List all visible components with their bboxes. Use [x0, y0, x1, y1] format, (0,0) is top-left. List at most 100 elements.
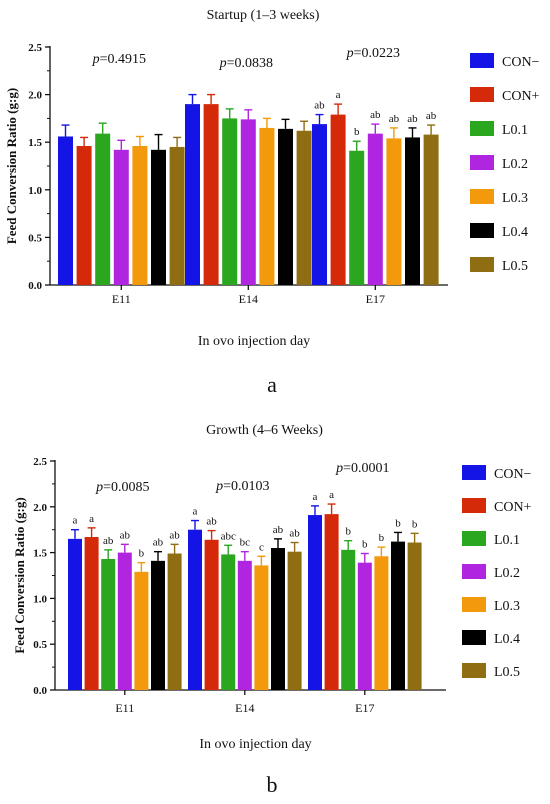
y-tick-label: 0.5: [28, 232, 42, 244]
legend-label: L0.2: [502, 157, 528, 172]
bar-CON+-E14: [204, 539, 219, 690]
bar-L0.1-E11: [95, 133, 111, 285]
significance-letter: ab: [314, 100, 325, 112]
p-value-number: =0.4915: [100, 52, 146, 67]
y-tick-label: 0.5: [33, 639, 47, 651]
significance-letter: b: [354, 126, 360, 138]
significance-letter: b: [379, 532, 385, 544]
y-tick-label: 0.0: [28, 280, 42, 292]
y-axis-label: Feed Conversion Ratio (g:g): [12, 497, 27, 653]
bar-CON−-E11: [68, 538, 82, 690]
legend-swatch-CON+: [470, 87, 494, 102]
legend-swatch-L0.1: [470, 121, 494, 136]
legend-label: L0.1: [494, 533, 520, 548]
bar-L0.4-E14: [271, 548, 285, 690]
legend-swatch-L0.5: [470, 257, 494, 272]
bar-L0.1-E11: [101, 559, 116, 690]
significance-letter: ab: [389, 113, 400, 125]
legend-swatch-CON−: [462, 465, 486, 480]
x-axis-label: In ovo injection day: [199, 737, 311, 752]
bar-L0.4-E14: [278, 128, 293, 285]
p-value-number: =0.0103: [223, 479, 269, 494]
x-tick-label: E11: [115, 701, 134, 715]
x-tick-label: E14: [239, 292, 258, 306]
significance-letter: a: [313, 491, 318, 503]
significance-letter: a: [336, 89, 341, 101]
legend-swatch-CON+: [462, 498, 486, 513]
significance-letter: ab: [206, 516, 217, 528]
x-axis-label: In ovo injection day: [198, 334, 310, 349]
x-tick-label: E11: [112, 292, 131, 306]
bar-L0.5-E11: [169, 146, 185, 285]
bar-CON+-E17: [330, 114, 346, 285]
bar-L0.2-E11: [113, 149, 129, 285]
bar-CON+-E11: [76, 146, 92, 285]
panel-label: b: [267, 772, 278, 797]
y-tick-label: 1.0: [28, 185, 42, 197]
y-tick-label: 1.5: [33, 548, 47, 560]
chart-panel-a: Startup (1–3 weeks) 0.0 0.5 1.0 1.5 2.0 2.5 Fee…: [4, 8, 540, 397]
bar-CON+-E14: [203, 104, 219, 286]
significance-letter: ab: [289, 528, 300, 540]
chart-title: Growth (4–6 Weeks): [206, 423, 323, 438]
bar-CON−-E14: [188, 529, 202, 690]
significance-letter: ab: [273, 524, 284, 536]
bar-L0.4-E17: [391, 541, 405, 690]
legend-swatch-L0.3: [470, 189, 494, 204]
p-value-label: p=0.4915: [92, 52, 146, 67]
legend-label: CON+: [494, 500, 532, 515]
bar-L0.3-E17: [374, 556, 389, 690]
chart-panel-b: Growth (4–6 Weeks) 0.0 0.5 1.0 1.5 2.0 2.5 Feed…: [12, 423, 532, 797]
legend-label: L0.2: [494, 566, 520, 581]
bar-CON−-E17: [312, 124, 327, 285]
significance-letter: b: [362, 539, 368, 551]
bar-L0.4-E11: [151, 560, 165, 690]
bar-L0.3-E14: [254, 565, 269, 690]
significance-letter: bc: [240, 537, 251, 549]
y-tick-label: 2.0: [28, 90, 42, 102]
significance-letter: ab: [169, 529, 180, 541]
legend-label: L0.5: [494, 665, 520, 680]
significance-letter: b: [395, 517, 401, 529]
significance-letter: b: [345, 526, 351, 538]
significance-letter: ab: [153, 537, 164, 549]
p-value-prefix: p: [215, 479, 223, 494]
bar-L0.3-E17: [386, 138, 402, 285]
bar-L0.5-E17: [423, 134, 439, 285]
legend-swatch-L0.2: [462, 564, 486, 579]
bar-L0.3-E14: [259, 127, 275, 285]
bar-L0.5-E14: [287, 551, 302, 690]
y-tick-label: 2.0: [33, 502, 47, 514]
bar-L0.3-E11: [132, 146, 148, 285]
legend-label: L0.5: [502, 259, 528, 274]
legend-label: CON−: [502, 55, 540, 70]
chart-title: Startup (1–3 weeks): [207, 8, 320, 23]
bar-L0.1-E14: [222, 118, 238, 286]
legend-label: L0.1: [502, 123, 528, 138]
p-value-prefix: p: [219, 56, 227, 71]
significance-letter: a: [73, 515, 78, 527]
bar-L0.4-E11: [151, 149, 166, 285]
y-tick-label: 2.5: [33, 456, 47, 468]
bar-CON+-E11: [84, 537, 99, 690]
bar-L0.3-E11: [134, 571, 149, 690]
bar-L0.2-E14: [237, 560, 252, 690]
p-value-number: =0.0085: [103, 480, 149, 495]
x-tick-label: E17: [355, 701, 374, 715]
p-value-number: =0.0838: [227, 56, 273, 71]
bar-CON−-E14: [185, 104, 200, 286]
p-value-label: p=0.0838: [219, 56, 273, 71]
p-value-prefix: p: [335, 461, 343, 476]
p-value-number: =0.0001: [343, 461, 389, 476]
p-value-prefix: p: [92, 52, 100, 67]
significance-letter: b: [139, 548, 145, 560]
y-tick-label: 1.0: [33, 593, 47, 605]
p-value-prefix: p: [346, 46, 354, 61]
significance-letter: a: [89, 513, 94, 525]
legend-label: CON+: [502, 89, 540, 104]
significance-letter: ab: [120, 529, 131, 541]
legend-swatch-L0.4: [462, 630, 486, 645]
p-value-label: p=0.0085: [95, 480, 149, 495]
bar-CON−-E11: [58, 136, 73, 285]
